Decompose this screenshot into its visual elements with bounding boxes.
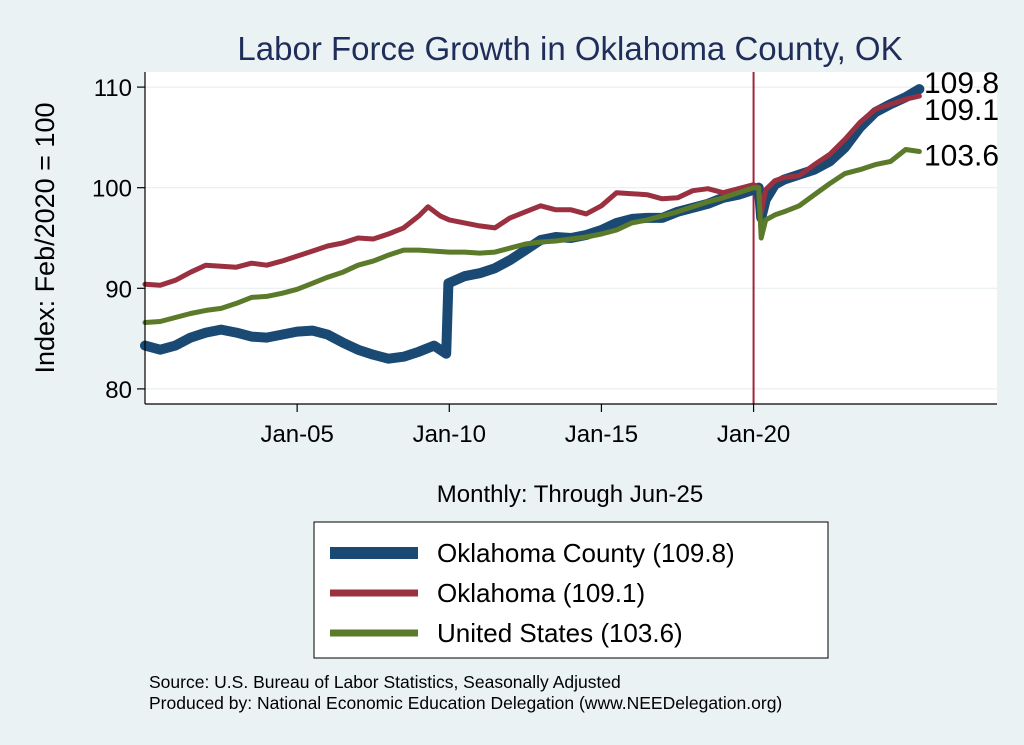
grid-lines (145, 86, 997, 390)
series-line-oklahoma (142, 93, 922, 288)
y-ticks: 80 90 100 110 (92, 75, 145, 404)
legend: Oklahoma County (109.8) Oklahoma (109.1)… (313, 521, 829, 659)
y-tick-label-90: 90 (105, 276, 132, 303)
end-label-oklahoma: 109.1 (924, 94, 999, 127)
y-axis-title: Index: Feb/2020 = 100 (30, 103, 60, 374)
x-ticks: Jan-05 Jan-10 Jan-15 Jan-20 (260, 404, 790, 448)
end-label-oklahoma-county: 109.8 (924, 67, 999, 100)
legend-label-oklahoma: Oklahoma (109.1) (437, 578, 645, 608)
y-tick-label-110: 110 (94, 75, 132, 102)
y-tick-label-80: 80 (105, 377, 132, 404)
y-tick-label-100: 100 (92, 176, 132, 203)
source-line: Source: U.S. Bureau of Labor Statistics,… (149, 672, 621, 692)
legend-label-oklahoma-county: Oklahoma County (109.8) (437, 538, 735, 568)
end-label-united-states: 103.6 (924, 139, 999, 172)
x-tick-label-Jan-15: Jan-15 (565, 421, 638, 448)
axes (144, 72, 997, 405)
x-tick-label-Jan-20: Jan-20 (717, 421, 790, 448)
chart-title: Labor Force Growth in Oklahoma County, O… (237, 30, 902, 67)
x-axis-title: Monthly: Through Jun-25 (437, 481, 703, 508)
legend-label-united-states: United States (103.6) (437, 618, 683, 648)
x-tick-label-Jan-10: Jan-10 (413, 421, 486, 448)
series-line-united-states (142, 147, 922, 325)
x-tick-label-Jan-05: Jan-05 (260, 421, 333, 448)
series-lines (140, 84, 925, 364)
produced-by-line: Produced by: National Economic Education… (149, 693, 782, 713)
